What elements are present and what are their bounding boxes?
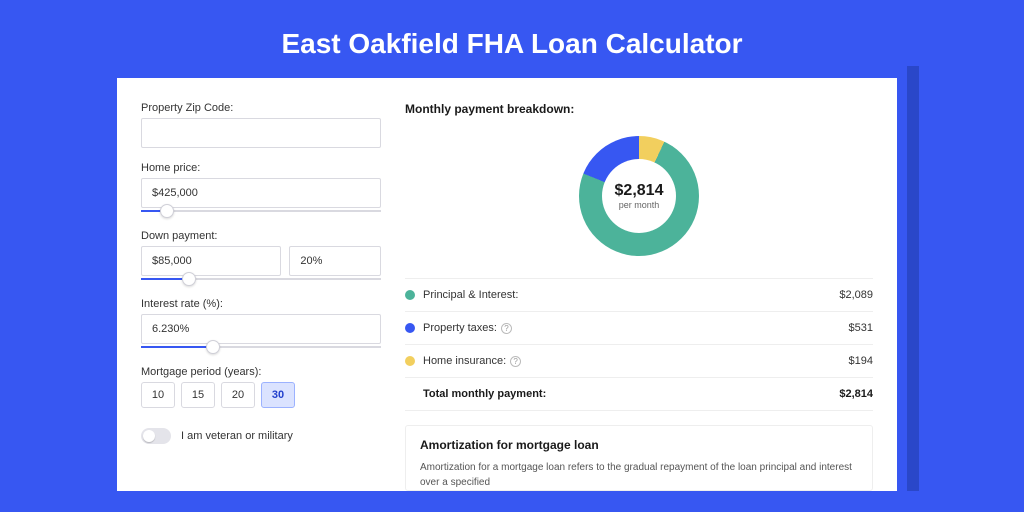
down-pct-input[interactable] bbox=[289, 246, 381, 276]
legend-dot bbox=[405, 356, 415, 366]
legend-amount: $531 bbox=[849, 322, 873, 334]
zip-field: Property Zip Code: bbox=[141, 102, 381, 148]
legend-total-row: Total monthly payment:$2,814 bbox=[405, 378, 873, 411]
veteran-toggle[interactable] bbox=[141, 428, 171, 444]
donut-amount: $2,814 bbox=[615, 182, 664, 200]
amortization-title: Amortization for mortgage loan bbox=[420, 438, 858, 452]
calculator-shell: Property Zip Code: Home price: Down paym… bbox=[117, 78, 907, 491]
legend-row: Property taxes:?$531 bbox=[405, 312, 873, 345]
legend-row: Principal & Interest:$2,089 bbox=[405, 279, 873, 312]
breakdown-column: Monthly payment breakdown: $2,814 per mo… bbox=[405, 102, 873, 491]
down-label: Down payment: bbox=[141, 230, 381, 242]
period-option-15[interactable]: 15 bbox=[181, 382, 215, 408]
period-option-30[interactable]: 30 bbox=[261, 382, 295, 408]
slider-thumb[interactable] bbox=[206, 340, 220, 354]
veteran-row: I am veteran or military bbox=[141, 428, 381, 444]
price-slider[interactable] bbox=[141, 206, 381, 216]
price-input[interactable] bbox=[141, 178, 381, 208]
info-icon[interactable]: ? bbox=[501, 323, 512, 334]
rate-input[interactable] bbox=[141, 314, 381, 344]
price-field: Home price: bbox=[141, 162, 381, 216]
legend-row: Home insurance:?$194 bbox=[405, 345, 873, 378]
amortization-box: Amortization for mortgage loan Amortizat… bbox=[405, 425, 873, 491]
rate-slider[interactable] bbox=[141, 342, 381, 352]
rate-field: Interest rate (%): bbox=[141, 298, 381, 352]
legend-total-label: Total monthly payment: bbox=[423, 388, 839, 400]
donut-center: $2,814 per month bbox=[602, 159, 676, 233]
veteran-label: I am veteran or military bbox=[181, 430, 293, 442]
zip-input[interactable] bbox=[141, 118, 381, 148]
page-title: East Oakfield FHA Loan Calculator bbox=[0, 0, 1024, 78]
calculator-card: Property Zip Code: Home price: Down paym… bbox=[117, 78, 897, 491]
legend-total-amount: $2,814 bbox=[839, 388, 873, 400]
legend-amount: $194 bbox=[849, 355, 873, 367]
legend: Principal & Interest:$2,089Property taxe… bbox=[405, 278, 873, 411]
legend-amount: $2,089 bbox=[839, 289, 873, 301]
rate-label: Interest rate (%): bbox=[141, 298, 381, 310]
price-label: Home price: bbox=[141, 162, 381, 174]
slider-thumb[interactable] bbox=[160, 204, 174, 218]
slider-fill bbox=[141, 346, 213, 348]
legend-label: Property taxes:? bbox=[423, 322, 849, 334]
legend-label: Home insurance:? bbox=[423, 355, 849, 367]
inputs-column: Property Zip Code: Home price: Down paym… bbox=[141, 102, 381, 491]
slider-thumb[interactable] bbox=[182, 272, 196, 286]
down-field: Down payment: bbox=[141, 230, 381, 284]
zip-label: Property Zip Code: bbox=[141, 102, 381, 114]
down-slider[interactable] bbox=[141, 274, 381, 284]
amortization-body: Amortization for a mortgage loan refers … bbox=[420, 460, 858, 490]
period-label: Mortgage period (years): bbox=[141, 366, 381, 378]
legend-dot bbox=[405, 323, 415, 333]
slider-track bbox=[141, 210, 381, 212]
donut-chart-wrap: $2,814 per month bbox=[405, 126, 873, 266]
period-option-10[interactable]: 10 bbox=[141, 382, 175, 408]
down-amount-input[interactable] bbox=[141, 246, 281, 276]
legend-label: Principal & Interest: bbox=[423, 289, 839, 301]
info-icon[interactable]: ? bbox=[510, 356, 521, 367]
period-field: Mortgage period (years): 10152030 bbox=[141, 366, 381, 408]
period-option-20[interactable]: 20 bbox=[221, 382, 255, 408]
legend-dot bbox=[405, 290, 415, 300]
donut-sub: per month bbox=[619, 200, 660, 210]
donut-chart: $2,814 per month bbox=[579, 136, 699, 256]
period-options: 10152030 bbox=[141, 382, 381, 408]
breakdown-title: Monthly payment breakdown: bbox=[405, 102, 873, 116]
